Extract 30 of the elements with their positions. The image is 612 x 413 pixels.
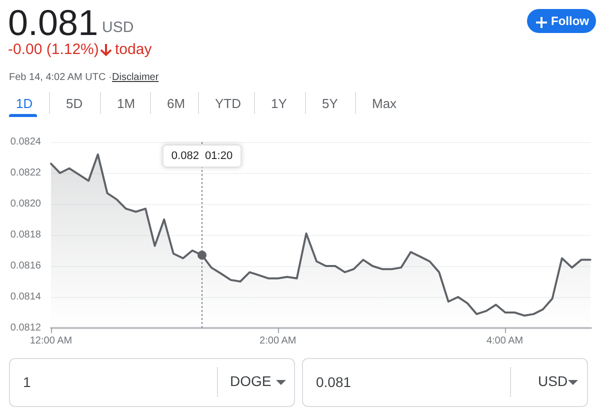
text: 1Y [271,96,287,111]
text: 1 [23,374,31,390]
text: Feb 14, 4:02 AM UTC · [9,72,112,83]
text: DOGE [230,373,272,389]
text: 5D [66,96,83,111]
y-tick-label: 0.0818 [10,230,42,240]
x-tick-label: 4:00 AM [486,336,524,346]
text: Disclaimer [112,72,159,83]
text: Max [372,96,397,111]
text: 6M [167,96,186,111]
y-tick-label: 0.0812 [10,322,42,334]
chart-subtitle: USD [102,19,134,36]
text: 0.081 [316,374,352,390]
y-tick-label: 0.0814 [10,292,42,302]
text: -0.00 (1.12%) [8,41,99,58]
text: USD [538,373,568,389]
text: YTD [215,96,241,111]
text: 1D [16,96,33,111]
y-tick-label: 0.0822 [10,168,42,178]
text: 5Y [322,96,338,111]
y-tick-label: 0.0824 [10,136,42,148]
text: Follow [551,14,589,28]
text: 0.081 [8,2,98,43]
x-tick-label: 2:00 AM [260,336,296,346]
x-tick-label: 12:00 AM [30,336,72,346]
text: 1M [117,96,136,111]
y-tick-label: 0.0816 [10,260,42,272]
annotation: 0.082 01:20 [171,150,233,162]
text: today [115,41,152,58]
y-tick-label: 0.0820 [10,198,42,210]
